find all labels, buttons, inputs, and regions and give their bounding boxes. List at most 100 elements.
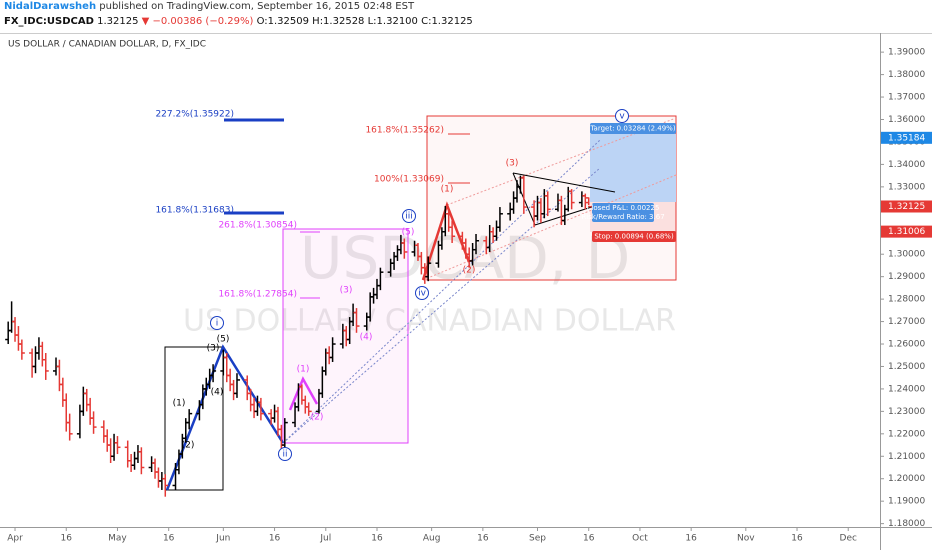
subwave-label: (1): [297, 365, 310, 375]
pnl-tag: [592, 203, 654, 222]
chart-title: US DOLLAR / CANADIAN DOLLAR, D, FX_IDC: [8, 40, 206, 50]
subwave-label: (3): [340, 286, 353, 296]
fib-label: 227.2%(1.35922): [155, 110, 234, 120]
y-tick-label: 1.27000: [888, 317, 925, 327]
fib-label: 100%(1.33069): [374, 175, 444, 185]
x-tick-label: 16: [477, 534, 489, 544]
close: C:1.32125: [421, 16, 473, 27]
y-tick-label: 1.33000: [888, 182, 925, 192]
subwave-label: (2): [182, 441, 195, 451]
wave-circle: [415, 286, 429, 300]
subwave-label: (2): [463, 266, 476, 276]
y-tick-label: 1.21000: [888, 452, 925, 462]
subwave-label: (3): [207, 344, 220, 354]
x-tick-label: 16: [163, 534, 175, 544]
y-tick-label: 1.30000: [888, 250, 925, 260]
black-box: [164, 346, 224, 491]
x-tick-label: May: [108, 534, 127, 544]
change: ▼ −0.00386 (−0.29%): [141, 16, 254, 27]
quote-line: FX_IDC:USDCAD 1.32125 ▼ −0.00386 (−0.29%…: [4, 16, 473, 27]
high: H:1.32528: [312, 16, 365, 27]
wave-label: i: [216, 319, 219, 329]
wave-circle: [615, 109, 629, 123]
published: published on TradingView.com, September …: [99, 1, 415, 12]
x-tick-label: 16: [269, 534, 281, 544]
price-tag-label: 1.32125: [888, 202, 925, 212]
x-tick-label: 16: [371, 534, 383, 544]
wave-circle: [278, 447, 292, 461]
wave-circle: [402, 209, 416, 223]
wave-blue: [165, 344, 285, 491]
watermark-subtitle: US DOLLAR / CANADIAN DOLLAR: [183, 304, 676, 339]
x-tick-label: Sep: [529, 534, 546, 544]
x-tick-label: Jul: [319, 534, 331, 544]
fib-label: 161.8%(1.31683): [155, 206, 234, 216]
price-tag: [881, 225, 932, 238]
wave-label: iii: [405, 212, 413, 222]
subwave-label: (1): [441, 185, 454, 195]
wave-magenta: [288, 376, 319, 411]
y-tick-label: 1.25000: [888, 362, 925, 372]
y-tick-label: 1.18000: [888, 519, 925, 529]
y-tick-label: 1.24000: [888, 384, 925, 394]
triangle: [534, 204, 599, 226]
x-tick-label: Apr: [7, 534, 23, 544]
pnl-label: Closed P&L: 0.00225: [587, 204, 660, 212]
channel: [282, 139, 601, 444]
target-zone: [590, 134, 676, 202]
subwave-label: (5): [402, 228, 415, 238]
price-tag: [881, 200, 932, 213]
y-tick-label: 1.22000: [888, 429, 925, 439]
subwave-label: (3): [506, 159, 519, 169]
fib-label: 261.8%(1.30854): [218, 221, 297, 231]
low: L:1.32100: [367, 16, 418, 27]
y-tick-label: 1.38000: [888, 70, 925, 80]
x-tick-label: 16: [791, 534, 803, 544]
fib-label: 161.8%(1.35262): [365, 126, 444, 136]
wave-label: iv: [418, 289, 427, 299]
wave-circle: [210, 316, 224, 330]
x-tick-label: Oct: [632, 534, 648, 544]
triangle: [512, 172, 616, 193]
last: 1.32125: [97, 16, 139, 27]
y-tick-label: 1.34000: [888, 160, 925, 170]
stop-label: Stop: 0.00894 (0.68%): [594, 233, 674, 241]
y-tick-label: 1.39000: [888, 48, 925, 58]
y-tick-label: 1.26000: [888, 340, 925, 350]
symbol: FX_IDC:USDCAD: [4, 16, 94, 27]
target-tag: [590, 123, 676, 134]
stop-tag: [592, 231, 676, 242]
wave-label: v: [619, 112, 625, 122]
price-tag-label: 1.35184: [888, 133, 925, 143]
fib-label: 161.8%(1.27854): [218, 290, 297, 300]
x-tick-label: Nov: [737, 534, 755, 544]
x-tick-label: 16: [685, 534, 697, 544]
price-tag-label: 1.31006: [888, 227, 925, 237]
y-tick-label: 1.36000: [888, 115, 925, 125]
author[interactable]: NidalDarawsheh: [4, 1, 97, 12]
y-tick-label: 1.23000: [888, 407, 925, 417]
subwave-label: (2): [311, 413, 324, 423]
x-tick-label: Aug: [423, 534, 441, 544]
subwave-label: (4): [211, 388, 224, 398]
open: O:1.32509: [256, 16, 309, 27]
x-tick-label: Dec: [840, 534, 857, 544]
x-tick-label: 16: [61, 534, 73, 544]
target-label: Target: 0.03284 (2.49%): [589, 125, 675, 133]
rr-label: Risk/Reward Ratio: 3.67: [581, 213, 664, 221]
price-tag: [881, 131, 932, 144]
subwave-label: (1): [173, 399, 186, 409]
y-tick-label: 1.28000: [888, 295, 925, 305]
magenta-box: [282, 228, 409, 444]
publish-line: NidalDarawsheh published on TradingView.…: [4, 1, 414, 12]
channel: [422, 174, 677, 281]
subwave-label: (4): [360, 333, 373, 343]
subwave-label: (5): [217, 335, 230, 345]
y-tick-label: 1.19000: [888, 497, 925, 507]
x-tick-label: Jun: [215, 534, 230, 544]
wave-label: ii: [282, 450, 287, 460]
y-tick-label: 1.20000: [888, 474, 925, 484]
y-tick-label: 1.37000: [888, 93, 925, 103]
